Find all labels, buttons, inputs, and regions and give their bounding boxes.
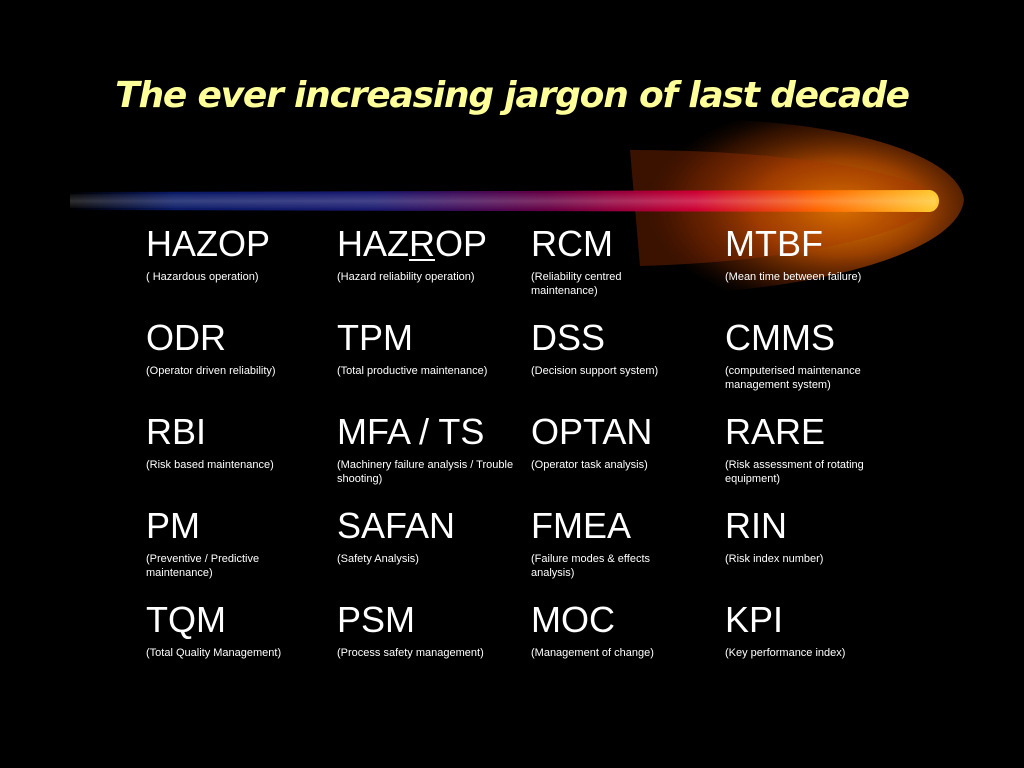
abbr-underlined-letter: R [409,223,435,264]
term-abbreviation: HAZOP [146,223,271,264]
term-moc: MOC (Management of change) [531,600,721,660]
term-mtbf: MTBF (Mean time between failure) [725,224,905,284]
term-abbreviation: MOC [531,599,615,640]
term-rin: RIN (Risk index number) [725,506,915,566]
term-optan: OPTAN (Operator task analysis) [531,412,711,472]
abbr-part: OP [435,223,488,264]
term-dss: DSS (Decision support system) [531,318,711,378]
term-pm: PM (Preventive / Predictive maintenance) [146,506,316,580]
term-description: (Reliability centred maintenance) [531,271,622,297]
term-cmms: CMMS (computerised maintenance managemen… [725,318,905,392]
term-rare: RARE (Risk assessment of rotating equipm… [725,412,905,486]
term-description: (Mean time between failure) [725,271,862,283]
term-abbreviation: TPM [337,317,413,358]
term-abbreviation: KPI [725,599,784,640]
term-abbreviation: PM [146,505,200,546]
term-description: (Management of change) [531,647,654,659]
term-description: (Key performance index) [725,647,846,659]
term-description: (Total productive maintenance) [337,365,488,377]
term-description: (Failure modes & effects analysis) [531,553,651,579]
term-abbreviation: FMEA [531,505,632,546]
term-fmea: FMEA (Failure modes & effects analysis) [531,506,691,580]
term-hazop: HAZOP ( Hazardous operation) [146,224,336,284]
term-abbreviation: DSS [531,317,606,358]
term-mfa-ts: MFA / TS (Machinery failure analysis / T… [337,412,517,486]
term-description: (computerised maintenance management sys… [725,365,861,391]
term-abbreviation: OPTAN [531,411,653,452]
term-description: (Safety Analysis) [337,553,419,565]
term-tqm: TQM (Total Quality Management) [146,600,336,660]
term-abbreviation: RIN [725,505,787,546]
term-abbreviation: RARE [725,411,826,452]
term-rcm: RCM (Reliability centred maintenance) [531,224,681,298]
term-abbreviation: TQM [146,599,226,640]
term-abbreviation: ODR [146,317,226,358]
term-abbreviation: RBI [146,411,207,452]
term-hazrop: HAZROP (Hazard reliability operation) [337,224,531,284]
term-description: (Operator task analysis) [531,459,648,471]
term-description: (Total Quality Management) [146,647,282,659]
term-description: (Operator driven reliability) [146,365,276,377]
term-description: (Process safety management) [337,647,484,659]
term-kpi: KPI (Key performance index) [725,600,915,660]
term-abbreviation: CMMS [725,317,835,358]
term-abbreviation: MTBF [725,223,823,264]
term-description: (Risk index number) [725,553,824,565]
term-psm: PSM (Process safety management) [337,600,527,660]
term-tpm: TPM (Total productive maintenance) [337,318,531,378]
term-abbreviation: SAFAN [337,505,456,546]
term-rbi: RBI (Risk based maintenance) [146,412,336,472]
term-description: (Risk assessment of rotating equipment) [725,459,864,485]
term-description: (Risk based maintenance) [146,459,274,471]
term-abbreviation: RCM [531,223,613,264]
term-abbreviation: HAZROP [337,224,531,264]
term-description: (Machinery failure analysis / Trouble sh… [337,459,514,485]
term-description: (Decision support system) [531,365,659,377]
abbr-part: HAZ [337,223,409,264]
term-odr: ODR (Operator driven reliability) [146,318,336,378]
term-description: (Preventive / Predictive maintenance) [146,553,260,579]
term-safan: SAFAN (Safety Analysis) [337,506,527,566]
term-description: ( Hazardous operation) [146,271,259,283]
term-abbreviation: MFA / TS [337,411,485,452]
term-abbreviation: PSM [337,599,416,640]
slide-title: The ever increasing jargon of last decad… [115,75,910,116]
term-description: (Hazard reliability operation) [337,271,475,283]
